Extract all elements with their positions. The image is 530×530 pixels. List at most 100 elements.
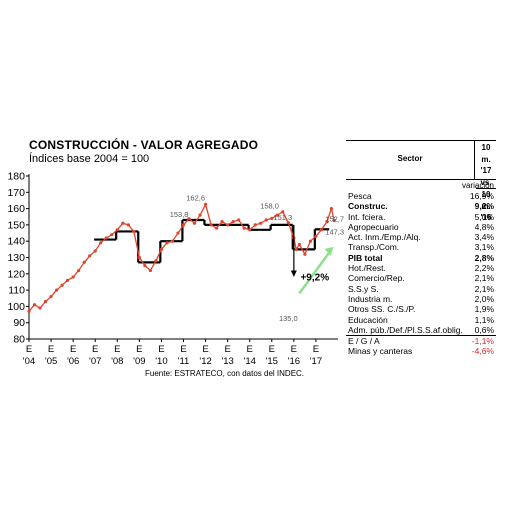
series-point: [60, 283, 64, 287]
data-label: +9,2%: [300, 272, 329, 283]
header-period-line-3: 10 m. '16: [476, 188, 496, 224]
table-row: E / G / A -1,1%: [346, 335, 496, 346]
x-tick-label-top: E: [48, 344, 54, 355]
table-row: Educación 1,1%: [346, 315, 496, 325]
x-tick-label-top: E: [136, 344, 142, 355]
y-tick-label: 90: [13, 317, 25, 329]
table-subheader: variación: [461, 181, 494, 190]
series-point: [209, 223, 213, 227]
series-point: [143, 264, 147, 268]
sector-value: 5,0%: [474, 211, 494, 222]
series-point: [154, 259, 158, 263]
y-tick-label: 110: [8, 285, 25, 297]
series-point: [187, 217, 191, 221]
x-tick-label-top: E: [269, 344, 275, 355]
sector-label: Hot./Rest.: [348, 263, 386, 274]
y-tick-label: 130: [7, 252, 25, 264]
sector-value: 9,2%: [474, 201, 494, 212]
series-point: [104, 236, 108, 240]
drop-arrow-head: [290, 270, 297, 278]
series-point: [99, 241, 103, 245]
table-row: Otros SS. C./S./P. 1,9%: [346, 304, 496, 314]
series-point: [203, 202, 208, 206]
sector-value: -4,6%: [471, 346, 494, 357]
series-point: [132, 229, 136, 234]
table-row: Act. Inm./Emp./Alq. 3,4%: [346, 232, 496, 242]
sector-label: Construc.: [348, 201, 388, 212]
series-point: [319, 228, 324, 232]
series-point: [71, 275, 75, 279]
series-point: [82, 260, 86, 264]
series-point: [38, 306, 42, 310]
series-point: [270, 216, 274, 220]
series-point: [314, 234, 318, 238]
table-row: Hot./Rest. 2,2%: [346, 263, 496, 273]
series-point: [242, 226, 246, 230]
x-tick-label-bottom: '09: [133, 356, 145, 367]
y-tick-label: 170: [7, 187, 25, 199]
header-divider: [474, 141, 475, 179]
sector-label: E / G / A: [348, 336, 380, 347]
x-tick-label-bottom: '10: [155, 356, 167, 367]
sector-value: 4,8%: [474, 221, 494, 232]
table-row: Pesca 16,9%: [346, 191, 496, 201]
y-tick-label: 100: [7, 301, 25, 313]
y-tick-label: 150: [7, 219, 25, 231]
x-tick-label-top: E: [224, 344, 230, 355]
x-tick-label-top: E: [158, 344, 164, 355]
chart-subtitle: Índices base 2004 = 100: [29, 153, 150, 165]
series-point: [93, 249, 97, 253]
sector-value: 0,6%: [474, 324, 494, 335]
series-point: [121, 221, 125, 225]
sector-value: 3,4%: [474, 232, 494, 243]
series-point: [176, 231, 180, 235]
x-tick-label-bottom: '08: [111, 356, 123, 367]
growth-arrow-head: [324, 246, 334, 256]
sector-label: Otros SS. C./S./P.: [348, 304, 416, 315]
sector-label: Comercio/Rep.: [348, 273, 405, 284]
x-tick-label-top: E: [92, 344, 98, 355]
series-point: [248, 228, 252, 232]
y-tick-label: 140: [7, 236, 25, 248]
sector-value: 3,1%: [474, 242, 494, 253]
series-point: [192, 221, 197, 225]
table-row: PIB total 2,8%: [346, 253, 496, 263]
sector-value: -1,1%: [471, 336, 494, 347]
series-point: [220, 220, 224, 224]
sector-label: Minas y canteras: [348, 346, 413, 357]
y-tick-label: 120: [7, 268, 25, 280]
sector-label: Pesca: [348, 191, 372, 201]
sector-value: 2,2%: [474, 263, 494, 274]
table-row: Minas y canteras -4,6%: [346, 346, 496, 356]
series-point: [165, 241, 169, 245]
table-row: Industria m. 2,0%: [346, 294, 496, 304]
x-tick-label-bottom: '13: [221, 356, 233, 367]
x-tick-label-top: E: [114, 344, 120, 355]
data-label: 153,8: [170, 210, 189, 219]
data-label: 151,3: [273, 213, 292, 222]
series-point: [231, 220, 235, 224]
series-point: [54, 288, 59, 292]
x-tick-label-bottom: '12: [199, 356, 211, 367]
x-tick-label-bottom: '11: [178, 356, 190, 367]
data-label: 158,0: [260, 202, 279, 211]
x-tick-label-top: E: [291, 344, 297, 355]
series-point: [27, 309, 31, 313]
sector-label: Adm. púb./Def./Pl.S.S.af.oblig.: [348, 324, 463, 335]
sector-label: Educación: [348, 314, 388, 325]
table-row: Comercio/Rep. 2,1%: [346, 273, 496, 283]
series-point: [303, 252, 307, 256]
series-point: [294, 247, 298, 251]
line-chart: 8090100110120130140150160170180E'04E'05E…: [7, 171, 344, 368]
series-point: [66, 278, 70, 282]
y-tick-label: 160: [7, 203, 25, 215]
sector-value: 2,0%: [474, 293, 494, 304]
x-tick-label-top: E: [313, 344, 319, 355]
series-point: [49, 295, 53, 299]
series-point: [137, 255, 141, 260]
table-body: Pesca 16,9% Construc. 9,2% Int. fciera. 5,0% A…: [346, 191, 496, 357]
sector-value: 1,1%: [474, 314, 494, 325]
header-sector: Sector: [397, 154, 423, 163]
data-label: 135,0: [279, 314, 298, 323]
sector-value: 2,8%: [474, 252, 494, 263]
